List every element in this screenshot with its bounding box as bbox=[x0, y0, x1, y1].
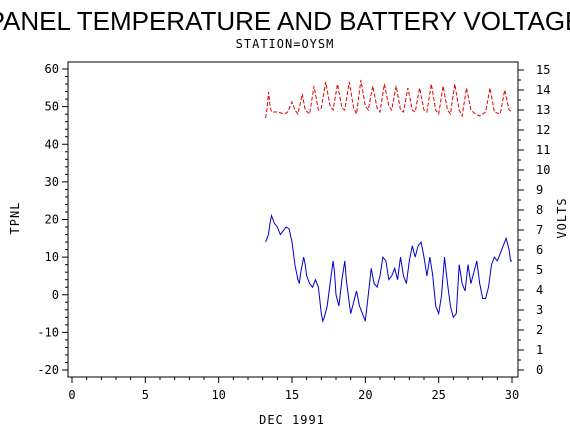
y-right-tick-label: 5 bbox=[536, 263, 543, 277]
y-right-tick-label: 1 bbox=[536, 343, 543, 357]
x-tick-label: 5 bbox=[142, 388, 149, 402]
x-tick-label: 15 bbox=[285, 388, 299, 402]
y-left-tick-label: 60 bbox=[45, 62, 59, 76]
x-tick-label: 25 bbox=[431, 388, 445, 402]
y-left-tick-label: 40 bbox=[45, 137, 59, 151]
y-right-tick-label: 12 bbox=[536, 123, 550, 137]
temperature-series-line bbox=[265, 213, 512, 323]
y-left-tick-label: 10 bbox=[45, 250, 59, 264]
y-right-axis-label: VOLTS bbox=[555, 197, 569, 238]
y-left-axis: -20 -10 0 10 20 30 40 50 60 bbox=[37, 62, 68, 377]
x-tick-label: 30 bbox=[505, 388, 519, 402]
y-right-tick-label: 0 bbox=[536, 363, 543, 377]
y-right-tick-label: 8 bbox=[536, 203, 543, 217]
y-right-tick-label: 15 bbox=[536, 63, 550, 77]
y-left-tick-label: 50 bbox=[45, 100, 59, 114]
y-right-tick-label: 9 bbox=[536, 183, 543, 197]
voltage-series-line bbox=[265, 79, 513, 119]
y-right-tick-label: 13 bbox=[536, 103, 550, 117]
y-left-tick-label: 20 bbox=[45, 213, 59, 227]
chart-subtitle: STATION=OYSM bbox=[236, 37, 335, 51]
y-right-tick-label: 10 bbox=[536, 163, 550, 177]
y-right-tick-label: 3 bbox=[536, 303, 543, 317]
y-right-tick-label: 14 bbox=[536, 83, 550, 97]
y-right-tick-label: 6 bbox=[536, 243, 543, 257]
y-left-tick-label: -10 bbox=[37, 325, 59, 339]
x-tick-label: 10 bbox=[211, 388, 225, 402]
y-left-tick-label: 0 bbox=[52, 288, 59, 302]
y-right-tick-label: 2 bbox=[536, 323, 543, 337]
y-left-axis-label: TPNL bbox=[8, 202, 22, 235]
y-right-tick-label: 11 bbox=[536, 143, 550, 157]
y-left-tick-label: -20 bbox=[37, 363, 59, 377]
plot-frame bbox=[67, 61, 519, 378]
x-tick-label: 0 bbox=[68, 388, 75, 402]
y-left-tick-label: 30 bbox=[45, 175, 59, 189]
x-axis-label: DEC 1991 bbox=[259, 413, 325, 427]
chart-title: PANEL TEMPERATURE AND BATTERY VOLTAGE bbox=[0, 6, 570, 36]
x-axis: 0 5 10 15 20 25 30 bbox=[68, 377, 519, 402]
y-right-tick-label: 7 bbox=[536, 223, 543, 237]
x-tick-label: 20 bbox=[358, 388, 372, 402]
series-layer bbox=[265, 79, 513, 323]
y-right-tick-label: 4 bbox=[536, 283, 543, 297]
